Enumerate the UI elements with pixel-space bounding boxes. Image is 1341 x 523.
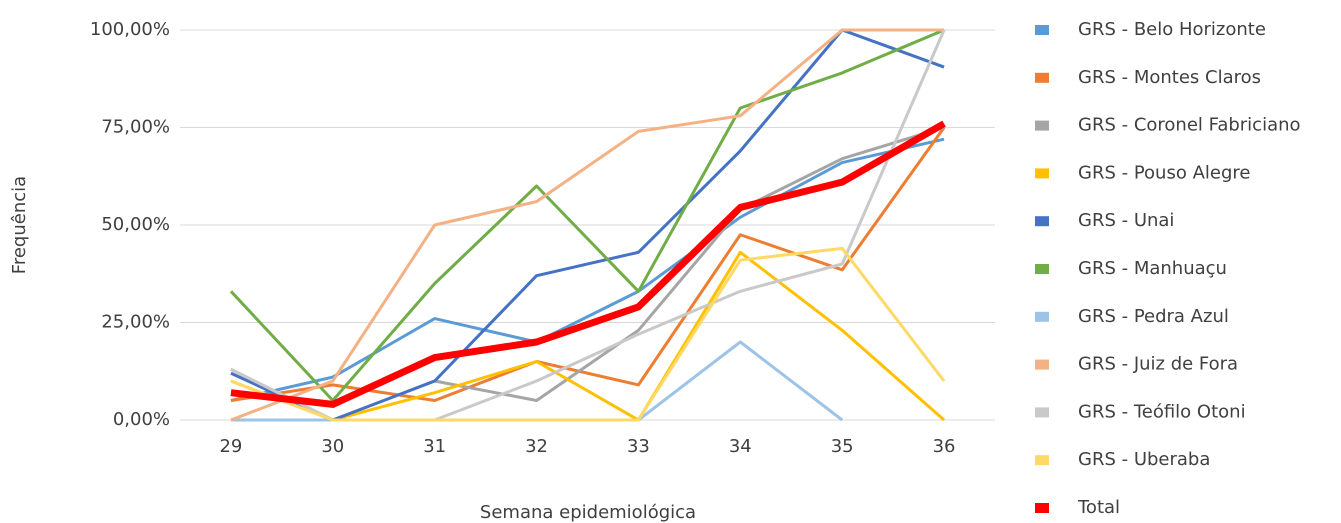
legend-swatch	[1035, 264, 1049, 274]
series-line	[230, 250, 946, 422]
series-line	[230, 137, 945, 402]
legend-label: GRS - Juiz de Fora	[1078, 354, 1238, 375]
legend-swatch	[1035, 216, 1049, 227]
series-line	[230, 126, 945, 422]
legend-label: GRS - Belo Horizonte	[1078, 19, 1266, 40]
series-line	[229, 28, 945, 402]
x-tick-label: 29	[219, 436, 242, 457]
legend-swatch	[1035, 359, 1049, 370]
y-axis-title: Frequência	[9, 176, 30, 274]
x-tick-label: 32	[525, 436, 548, 457]
y-tick-label: 75,00%	[101, 117, 170, 138]
legend-swatch	[1035, 503, 1049, 513]
legend-swatch	[1035, 407, 1049, 418]
legend-label: GRS - Unai	[1078, 210, 1174, 231]
series-line	[230, 28, 945, 422]
y-tick-label: 0,00%	[113, 409, 170, 430]
series-line	[230, 126, 946, 402]
legend-swatch	[1035, 120, 1049, 131]
legend-label: GRS - Montes Claros	[1078, 67, 1261, 88]
legend-label: GRS - Pouso Alegre	[1078, 162, 1250, 183]
legend-label: GRS - Uberaba	[1078, 449, 1210, 470]
series-line	[230, 246, 946, 422]
legend-swatch	[1035, 72, 1049, 83]
legend-swatch	[1035, 25, 1049, 35]
legend-swatch	[1035, 311, 1049, 322]
y-tick-label: 25,00%	[101, 312, 170, 333]
y-tick-label: 50,00%	[101, 214, 170, 235]
legend-label: GRS - Manhuaçu	[1078, 258, 1227, 279]
x-axis-title: Semana epidemiológica	[480, 502, 696, 523]
legend-label: GRS - Pedra Azul	[1078, 306, 1229, 327]
series-line	[230, 28, 945, 422]
x-tick-label: 33	[627, 436, 650, 457]
x-tick-label: 30	[321, 436, 344, 457]
x-tick-label: 36	[933, 436, 956, 457]
x-tick-label: 34	[729, 436, 752, 457]
series-line	[230, 120, 946, 408]
legend-swatch	[1035, 168, 1049, 179]
legend-label: GRS - Coronel Fabriciano	[1078, 115, 1301, 136]
x-tick-label: 35	[831, 436, 854, 457]
legend-label: GRS - Teófilo Otoni	[1078, 401, 1246, 422]
legend-label: Total	[1077, 497, 1120, 518]
x-tick-label: 31	[423, 436, 446, 457]
y-tick-label: 100,00%	[90, 19, 170, 40]
legend-swatch	[1035, 455, 1049, 466]
